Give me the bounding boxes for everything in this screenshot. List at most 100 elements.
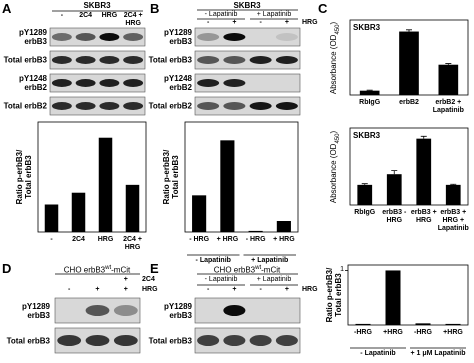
band xyxy=(275,33,298,41)
x-tick-label: erbB2 xyxy=(399,99,419,106)
label-part: 450 xyxy=(334,24,341,35)
x-tick-label: + HRG xyxy=(216,236,239,243)
row-label: Total erbB2 xyxy=(148,101,192,111)
band xyxy=(223,102,246,110)
lane-label: + xyxy=(95,286,100,293)
row-label: pY1248 erbB2 xyxy=(18,74,47,92)
label-part: wt xyxy=(255,265,262,271)
bar xyxy=(44,204,59,232)
row-label: pY1289 erbB3 xyxy=(163,28,192,46)
lane-label: - xyxy=(206,19,210,26)
band xyxy=(75,102,96,110)
lane-label: + xyxy=(123,276,128,283)
band xyxy=(51,79,72,87)
treatment-label: HRG xyxy=(302,19,318,26)
lane-label: - xyxy=(206,286,210,293)
blot xyxy=(49,50,146,70)
label-part: -mCit xyxy=(261,265,281,275)
band xyxy=(75,79,96,87)
group-label: - Lapatinib xyxy=(195,257,231,264)
bar xyxy=(385,270,401,325)
band xyxy=(99,56,120,64)
lane-label: + xyxy=(123,286,128,293)
blot xyxy=(49,27,146,47)
group-label: - Lapatinib xyxy=(204,276,238,283)
blot xyxy=(49,73,146,93)
error-bar xyxy=(361,183,368,185)
group-label: + 1 μM Lapatinib xyxy=(410,350,466,357)
label-part: wt xyxy=(105,265,112,271)
x-tick-label: RbIgG xyxy=(354,209,376,216)
lane-label: 2C4 xyxy=(79,12,93,19)
row-label: pY1248 erbB2 xyxy=(163,74,192,92)
band xyxy=(223,33,246,41)
label-part: CHO erbB3 xyxy=(213,265,256,275)
bar xyxy=(357,184,373,205)
blot xyxy=(194,50,301,70)
band xyxy=(197,102,220,110)
bar xyxy=(125,184,140,232)
compound-label: CHO erbB3wt-mCit xyxy=(214,264,280,275)
band xyxy=(51,56,72,64)
band xyxy=(197,56,220,64)
blot xyxy=(194,73,301,93)
compound-label: Absorbance (OD450) xyxy=(329,130,343,202)
blot xyxy=(194,27,301,47)
y-tick-label: 1 xyxy=(340,266,344,274)
x-tick-label: RbIgG xyxy=(359,99,381,106)
plot-frame xyxy=(349,127,469,206)
x-tick-label: erbB3 + HRG xyxy=(410,209,437,224)
error-bar xyxy=(406,29,412,32)
band xyxy=(123,102,144,110)
band xyxy=(99,79,120,87)
band xyxy=(275,56,298,64)
bar xyxy=(416,138,432,205)
blot xyxy=(49,96,146,116)
row-label: pY1289 erbB3 xyxy=(21,301,50,320)
bar xyxy=(415,323,431,325)
label-part: Absorbance (OD xyxy=(329,143,339,203)
band xyxy=(51,33,72,41)
lane-label: - xyxy=(259,19,262,26)
plot-frame xyxy=(184,121,299,233)
bar xyxy=(276,221,291,232)
band xyxy=(275,102,298,110)
bar xyxy=(399,31,419,96)
lane-label: + xyxy=(232,19,237,26)
bar xyxy=(71,192,86,232)
panel-letter: C xyxy=(318,1,328,16)
x-tick-label: erbB2 + Lapatinib xyxy=(432,99,464,114)
lane-label: + xyxy=(232,286,237,293)
bar xyxy=(438,64,459,95)
lane-label: + xyxy=(284,286,289,293)
band xyxy=(99,102,120,110)
band xyxy=(223,56,246,64)
x-tick-label: -HRG xyxy=(414,329,432,336)
label-part: 450 xyxy=(334,133,341,144)
bar xyxy=(386,174,402,205)
error-bar xyxy=(445,63,452,65)
x-tick-label: erbB3 - HRG xyxy=(382,209,407,224)
error-bar xyxy=(391,170,398,175)
band xyxy=(85,335,110,346)
row-label: pY1289 erbB3 xyxy=(18,28,47,46)
y-axis-label: Ratio p-erbB3/ Total erbB3 xyxy=(162,149,180,205)
band xyxy=(197,335,220,346)
panel-letter: E xyxy=(150,261,159,276)
x-tick-label: HRG xyxy=(97,236,114,243)
label-part: ) xyxy=(329,130,339,134)
row-label: Total erbB2 xyxy=(3,101,47,111)
band xyxy=(197,33,220,41)
group-label: + Lapatinib xyxy=(256,276,292,283)
lane-label: - xyxy=(67,286,71,293)
compound-label: Absorbance (OD450) xyxy=(329,21,343,93)
band xyxy=(197,79,220,87)
group-label: - Lapatinib xyxy=(360,350,396,357)
error-bar xyxy=(366,89,373,91)
group-label: - Lapatinib xyxy=(204,11,238,18)
x-tick-label: - HRG xyxy=(189,236,210,243)
chart-title: SKBR3 xyxy=(353,23,381,32)
treatment-label: HRG xyxy=(142,286,158,293)
